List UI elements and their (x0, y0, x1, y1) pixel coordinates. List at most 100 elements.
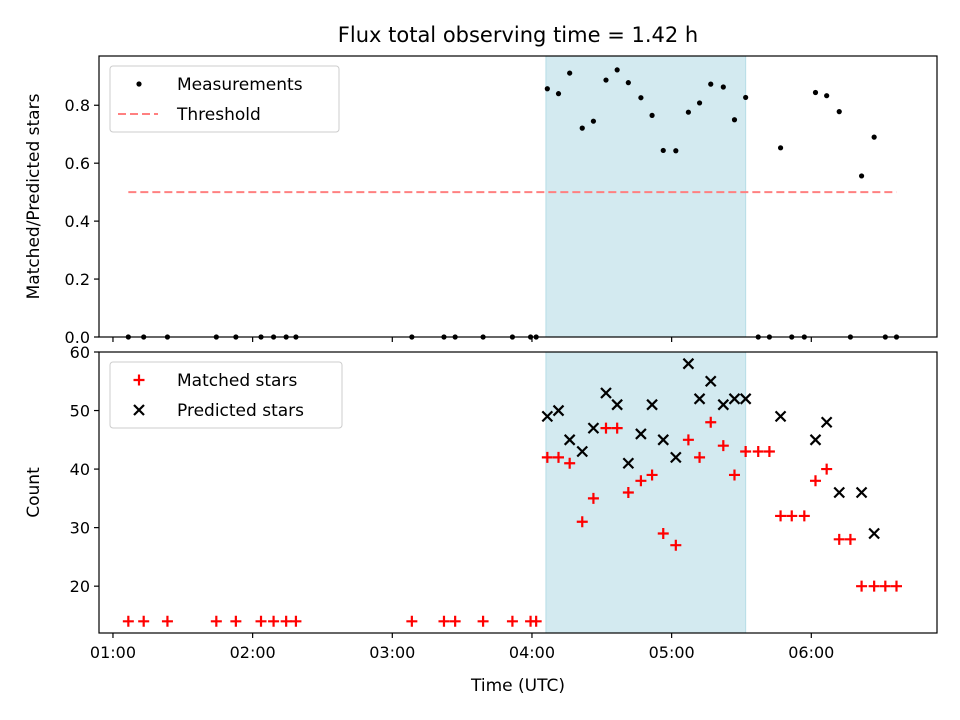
bottom-series0-point (541, 451, 553, 463)
x-axis-label: Time (UTC) (470, 676, 565, 696)
bottom-series0-point (752, 446, 764, 458)
bottom-series1-point (704, 375, 717, 388)
top-legend-box (109, 65, 340, 133)
bottom-series0-point (553, 451, 565, 463)
top-y-tick-label: 0.8 (65, 96, 90, 115)
top-axes-frame (98, 55, 938, 338)
bottom-series0-point (449, 615, 461, 627)
bottom-series0-point (600, 422, 612, 434)
top-y-axis-label: Matched/Predicted stars (24, 93, 44, 299)
bottom-series1-point (728, 393, 741, 405)
top-series0-point (567, 70, 573, 76)
bottom-series0-point (564, 457, 576, 469)
bottom-series0-point (122, 615, 134, 627)
bottom-x-tick-label: 03:00 (369, 643, 415, 662)
bottom-series0-point (611, 422, 623, 434)
top-series0-point (720, 84, 726, 90)
bottom-series0-point (682, 434, 694, 446)
top-series0-point (660, 147, 666, 154)
bottom-series0-point (705, 416, 717, 428)
bottom-series1-point (670, 451, 682, 464)
top-series0-point (858, 173, 865, 179)
bottom-series1-point (646, 398, 658, 411)
bottom-series1-point (611, 398, 623, 411)
top-highlight-span (545, 55, 747, 338)
bottom-y-tick-label: 60 (70, 343, 90, 362)
bottom-series0-point (809, 475, 821, 487)
bottom-series1-point (563, 434, 576, 446)
bottom-series0-point (406, 615, 418, 627)
bottom-series0-point (821, 463, 833, 475)
bottom-legend-label: Matched stars (177, 371, 297, 391)
bottom-series0-point (290, 615, 302, 627)
bottom-legend-swatch (133, 404, 145, 416)
top-series0-point (625, 80, 631, 86)
bottom-series0-point (635, 475, 647, 487)
top-series0-point (579, 125, 585, 131)
bottom-series1-point (855, 486, 868, 499)
bottom-series0-point (576, 516, 588, 528)
top-series0-point (614, 67, 620, 73)
bottom-legend-label: Predicted stars (177, 401, 304, 421)
bottom-series0-point (587, 492, 599, 504)
bottom-series1-point (682, 357, 695, 370)
bottom-series0-point (763, 446, 775, 458)
bottom-series1-point (635, 428, 647, 440)
top-series0-point (649, 112, 655, 118)
top-legend-label: Measurements (177, 75, 303, 95)
bottom-series1-point (657, 434, 670, 446)
bottom-series0-point (856, 580, 868, 592)
top-y-tick-label: 0.0 (65, 328, 90, 347)
bottom-series1-point (693, 393, 706, 405)
bottom-series1-point (739, 393, 752, 405)
bottom-series1-point (820, 416, 833, 429)
top-series0-point (743, 94, 749, 101)
top-y-tick-label: 0.6 (65, 154, 90, 173)
bottom-series1-point (600, 387, 612, 399)
bottom-x-tick-label: 06:00 (788, 643, 834, 662)
bottom-y-tick-label: 50 (70, 402, 90, 421)
bottom-series0-point (890, 580, 902, 592)
bottom-series1-point (552, 404, 565, 417)
bottom-series0-point (230, 615, 242, 627)
bottom-series0-point (670, 539, 682, 551)
bottom-series0-point (268, 615, 280, 627)
bottom-series1-point (809, 434, 822, 446)
bottom-x-tick-label: 05:00 (649, 643, 695, 662)
top-series0-point (777, 145, 784, 151)
bottom-series0-point (786, 510, 798, 522)
bottom-series0-point (798, 510, 810, 522)
bottom-series0-point (530, 615, 542, 627)
bottom-series0-point (280, 615, 292, 627)
bottom-series0-point (477, 615, 489, 627)
top-series0-point (673, 148, 679, 154)
bottom-series0-point (694, 451, 706, 463)
bottom-y-tick-label: 20 (70, 577, 90, 596)
bottom-series1-point (622, 457, 635, 470)
top-series0-point (638, 95, 644, 101)
bottom-series1-point (717, 398, 730, 411)
bottom-x-tick-label: 04:00 (509, 643, 555, 662)
top-series0-point (603, 77, 609, 83)
bottom-series0-point (657, 527, 669, 539)
bottom-series1-point (587, 422, 600, 434)
chart-title: Flux total observing time = 1.42 h (338, 23, 698, 47)
top-legend-swatch (136, 81, 142, 87)
bottom-series0-point (728, 469, 740, 481)
bottom-series1-point (868, 527, 880, 540)
bottom-panel-counts: 20 30 40 50 60 01:00 02:00 03:00 04:00 05:00 06:00… (24, 343, 938, 662)
top-y-tick-label: 0.4 (65, 212, 90, 231)
bottom-series1-point (774, 410, 787, 423)
bottom-series0-point (879, 580, 891, 592)
bottom-series1-point (576, 445, 589, 458)
top-y-tick-label: 0.2 (65, 270, 90, 289)
bottom-y-tick-label: 30 (70, 519, 90, 538)
top-panel-ratio: 0.0 0.2 0.4 0.6 0.8 Matched/Predicted stars Me… (24, 55, 938, 347)
top-legend-label: Threshold (176, 105, 261, 125)
top-series0-point (685, 109, 691, 115)
bottom-y-tick-label: 40 (70, 460, 90, 479)
bottom-series0-point (210, 615, 222, 627)
bottom-y-axis-label: Count (24, 467, 44, 518)
top-series0-point (871, 134, 877, 140)
